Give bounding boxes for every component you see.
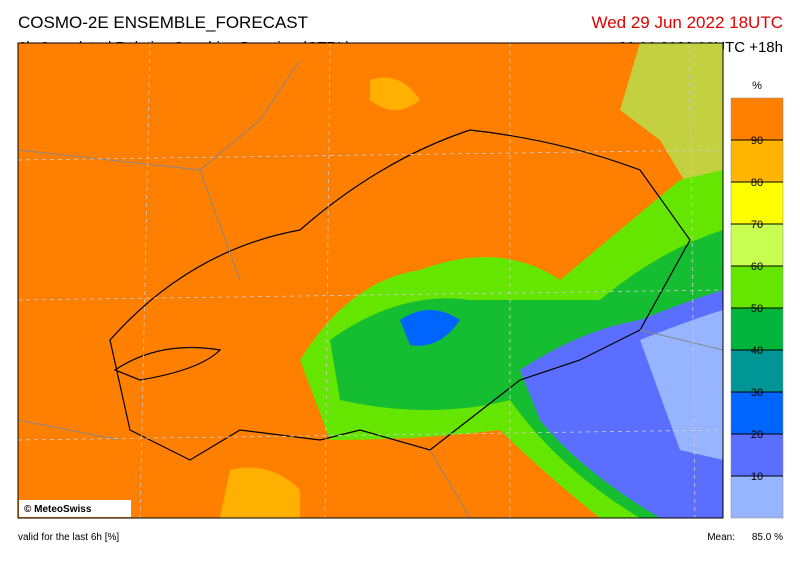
footer-note: valid for the last 6h [%]: [18, 532, 119, 543]
colorbar: % 90 80 70 60 50 40 30 20 10: [730, 80, 784, 519]
colorbar-label: 40: [751, 345, 763, 357]
valid-time: Wed 29 Jun 2022 18UTC: [591, 13, 783, 32]
colorbar-label: 50: [751, 303, 763, 315]
colorbar-label: 20: [751, 429, 763, 441]
colorbar-label: 80: [751, 177, 763, 189]
colorbar-label: 70: [751, 219, 763, 231]
colorbar-label: 10: [751, 471, 763, 483]
credit: © MeteoSwiss: [24, 504, 92, 515]
colorbar-unit: %: [752, 80, 762, 92]
title: COSMO-2E ENSEMBLE_FORECAST: [18, 13, 308, 32]
map: © MeteoSwiss: [17, 42, 724, 519]
colorbar-label: 60: [751, 261, 763, 273]
colorbar-label: 30: [751, 387, 763, 399]
mean-value: 85.0 %: [752, 532, 783, 543]
mean-label: Mean:: [707, 532, 735, 543]
colorbar-label: 90: [751, 135, 763, 147]
